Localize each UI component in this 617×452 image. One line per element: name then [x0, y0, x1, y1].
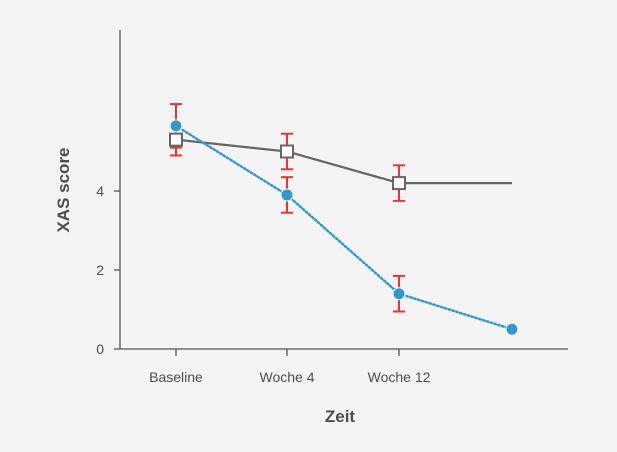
circle-marker: [505, 322, 519, 336]
series-markers: [169, 119, 519, 336]
x-axis-title: Zeit: [325, 407, 356, 426]
ticks: 0 2 4 Baseline Woche 4 Woche 12: [96, 183, 430, 385]
y-tick-label: 4: [96, 183, 104, 199]
y-tick-label: 0: [96, 341, 104, 357]
circle-marker: [280, 188, 294, 202]
axes: [119, 30, 568, 350]
x-tick-label: Baseline: [149, 369, 203, 385]
square-marker: [392, 176, 406, 191]
error-bars: [170, 103, 405, 313]
series-lines: [174, 124, 514, 331]
y-tick-label: 2: [96, 262, 104, 278]
x-tick-label: Woche 12: [368, 369, 431, 385]
series-line-blue: [174, 124, 514, 331]
square-marker: [169, 132, 183, 147]
circle-marker: [169, 119, 183, 133]
circle-marker: [392, 287, 406, 301]
square-marker: [280, 144, 294, 159]
x-tick-label: Woche 4: [260, 369, 315, 385]
y-axis-title: XAS score: [54, 147, 73, 232]
series-line-gray: [175, 138, 512, 185]
